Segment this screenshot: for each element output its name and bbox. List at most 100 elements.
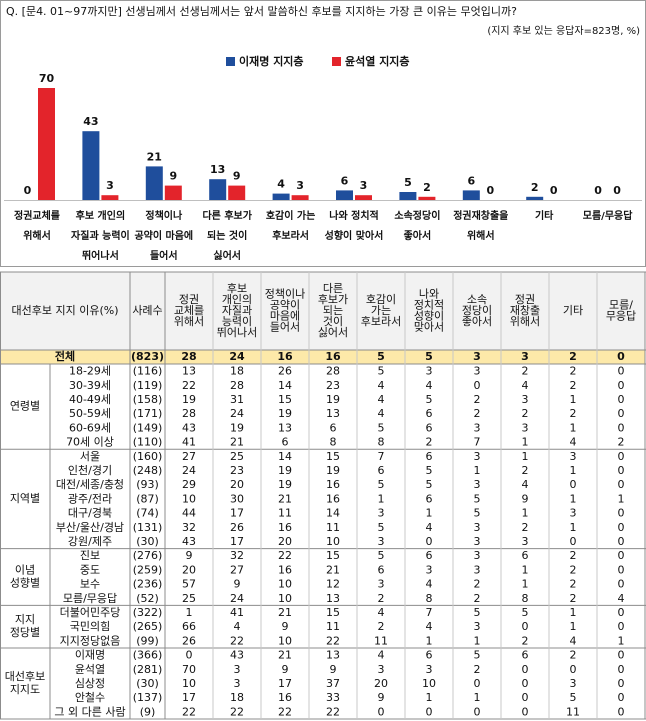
category-label: 뛰어나서 [82, 249, 119, 262]
cell-value: 6 [426, 549, 433, 562]
column-header: 정책이나 [265, 288, 305, 301]
cell-value: 1 [522, 563, 529, 576]
cell-value: 44 [182, 507, 196, 520]
cell-value: 5 [378, 365, 385, 378]
cell-value: 4 [426, 578, 433, 591]
cell-value: 33 [326, 691, 340, 704]
cell-value: 8 [426, 592, 433, 605]
cell-value: 3 [234, 677, 241, 690]
cell-value: 4 [426, 379, 433, 392]
cell-value: 0 [522, 663, 529, 676]
cell-value: 10 [422, 677, 436, 690]
cell-value: 5 [426, 393, 433, 406]
cell-value: 27 [182, 450, 196, 463]
cell-value: 1 [426, 634, 433, 647]
legend-swatch [332, 57, 341, 66]
cell-value: 3 [378, 507, 385, 520]
row-n: (110) [133, 436, 163, 449]
value-label: 0 [24, 184, 32, 197]
cell-value: 2 [522, 634, 529, 647]
cell-value: 2 [474, 407, 481, 420]
cell-value: 1 [378, 492, 385, 505]
cell-value: 5 [474, 492, 481, 505]
cell-value: 3 [474, 535, 481, 548]
total-row-bg [0, 350, 646, 364]
cell-value: 21 [278, 492, 292, 505]
cell-value: 8 [330, 436, 337, 449]
row-label: 서울 [80, 450, 100, 463]
bar [145, 166, 163, 200]
value-label: 0 [594, 184, 602, 197]
cell-value: 9 [282, 663, 289, 676]
cell-value: 2 [474, 663, 481, 676]
cell-value: 5 [570, 691, 577, 704]
cell-value: 6 [522, 549, 529, 562]
category-label: 후보 개인의 [76, 209, 125, 222]
row-label: 모름/무응답 [63, 592, 117, 605]
category-label: 성향이 맞아서 [325, 229, 384, 242]
cell-value: 6 [330, 421, 337, 434]
row-n: (322) [133, 606, 163, 619]
cell-value: 18 [230, 365, 244, 378]
cell-value: 0 [618, 649, 625, 662]
cell-value: 3 [474, 549, 481, 562]
value-label: 0 [613, 184, 621, 197]
cell-value: 1 [618, 492, 625, 505]
chart-title: Q. [문4. 01~97까지만] 선생님께서 선생님께서는 앞서 말씀하신 후… [6, 4, 517, 18]
column-header: 것이 [323, 315, 343, 328]
bar [228, 185, 246, 200]
chart-frame [0, 0, 646, 267]
row-n: (30) [136, 535, 159, 548]
cell-value: 6 [426, 421, 433, 434]
column-header: 가는 [371, 304, 391, 317]
cell-value: 22 [278, 549, 292, 562]
cell-value: 3 [522, 393, 529, 406]
cell-value: 3 [521, 350, 529, 363]
cell-value: 4 [378, 407, 385, 420]
row-label: 진보 [80, 549, 100, 562]
row-n: (137) [133, 691, 163, 704]
cell-value: 28 [326, 365, 340, 378]
cell-value: 5 [522, 606, 529, 619]
cell-value: 27 [230, 563, 244, 576]
cell-value: 0 [522, 705, 529, 718]
cell-value: 3 [474, 563, 481, 576]
category-label: 싫어서 [213, 249, 241, 262]
cell-value: 0 [474, 677, 481, 690]
cell-value: 0 [618, 407, 625, 420]
table-corner: 대선후보 지지 이유(%) [12, 304, 119, 317]
column-header: 후보가 [318, 293, 348, 306]
cell-value: 2 [474, 578, 481, 591]
bar [399, 192, 417, 200]
column-header: 정권 [179, 293, 199, 306]
cell-value: 29 [182, 478, 196, 491]
cell-value: 0 [618, 705, 625, 718]
cell-value: 3 [474, 478, 481, 491]
bar [336, 190, 353, 200]
cell-value: 6 [522, 649, 529, 662]
cell-value: 0 [618, 393, 625, 406]
value-label: 21 [147, 150, 162, 163]
cell-value: 0 [426, 705, 433, 718]
cell-value: 22 [182, 705, 196, 718]
cell-value: 2 [522, 464, 529, 477]
column-header: 후보라서 [361, 315, 401, 328]
cell-value: 6 [426, 407, 433, 420]
cell-value: 21 [230, 436, 244, 449]
cell-value: 1 [522, 507, 529, 520]
cell-value: 32 [182, 521, 196, 534]
row-label: 더불어민주당 [60, 606, 121, 619]
cell-value: 57 [182, 578, 196, 591]
cell-value: 4 [570, 634, 577, 647]
cell-value: 10 [182, 492, 196, 505]
row-label: 인천/경기 [68, 463, 112, 477]
row-n: (30) [136, 677, 159, 690]
category-label: 다른 후보가 [202, 209, 252, 222]
cell-value: 2 [378, 620, 385, 633]
cell-value: 28 [181, 350, 196, 363]
cell-value: 1 [426, 507, 433, 520]
cell-value: 19 [230, 421, 244, 434]
cell-value: 25 [182, 592, 196, 605]
cell-value: 0 [474, 705, 481, 718]
cell-value: 6 [426, 649, 433, 662]
